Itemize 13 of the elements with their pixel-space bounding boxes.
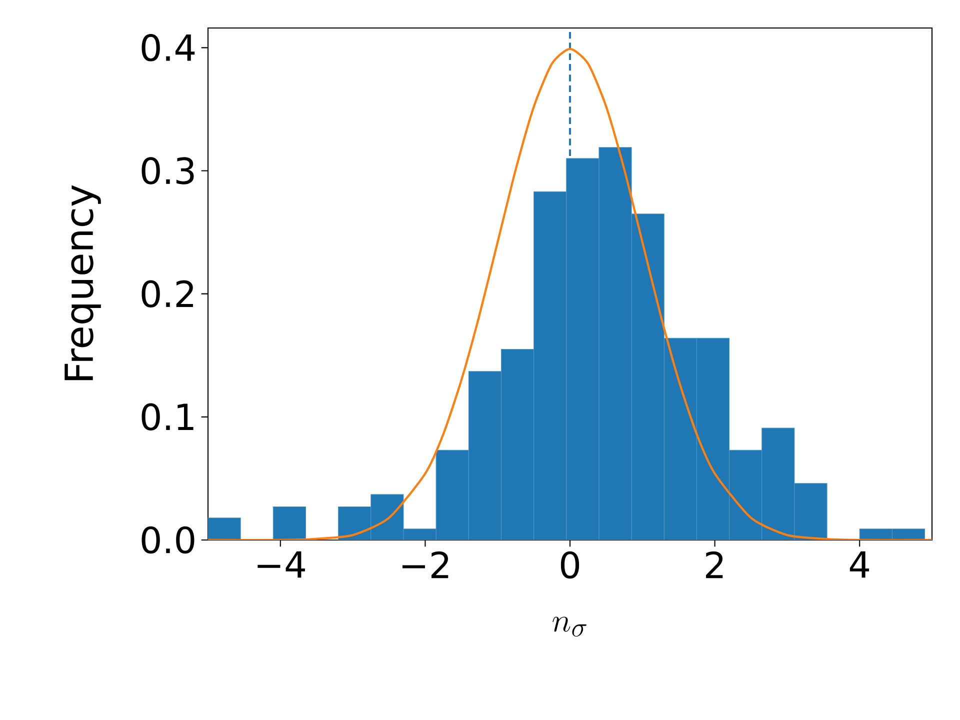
x-tick-label: 2: [706, 551, 723, 578]
y-tick-label: 0.1: [142, 403, 194, 431]
x-tick-label: 0: [560, 551, 580, 579]
y-tick-label: 0.3: [142, 157, 194, 184]
y-tick-label: 0.4: [142, 34, 195, 62]
x-tick-label: 4: [850, 551, 870, 578]
y-tick-label: 0.2: [142, 280, 194, 308]
y-axis-title: Frequency: [64, 185, 101, 380]
x-axis-title: $n_{\sigma}$: [552, 616, 586, 637]
x-tick-label: −2: [402, 551, 448, 578]
x-tick-label: −4: [258, 551, 305, 578]
y-tick-label: 0.0: [142, 526, 194, 554]
line-series: [208, 48, 932, 540]
